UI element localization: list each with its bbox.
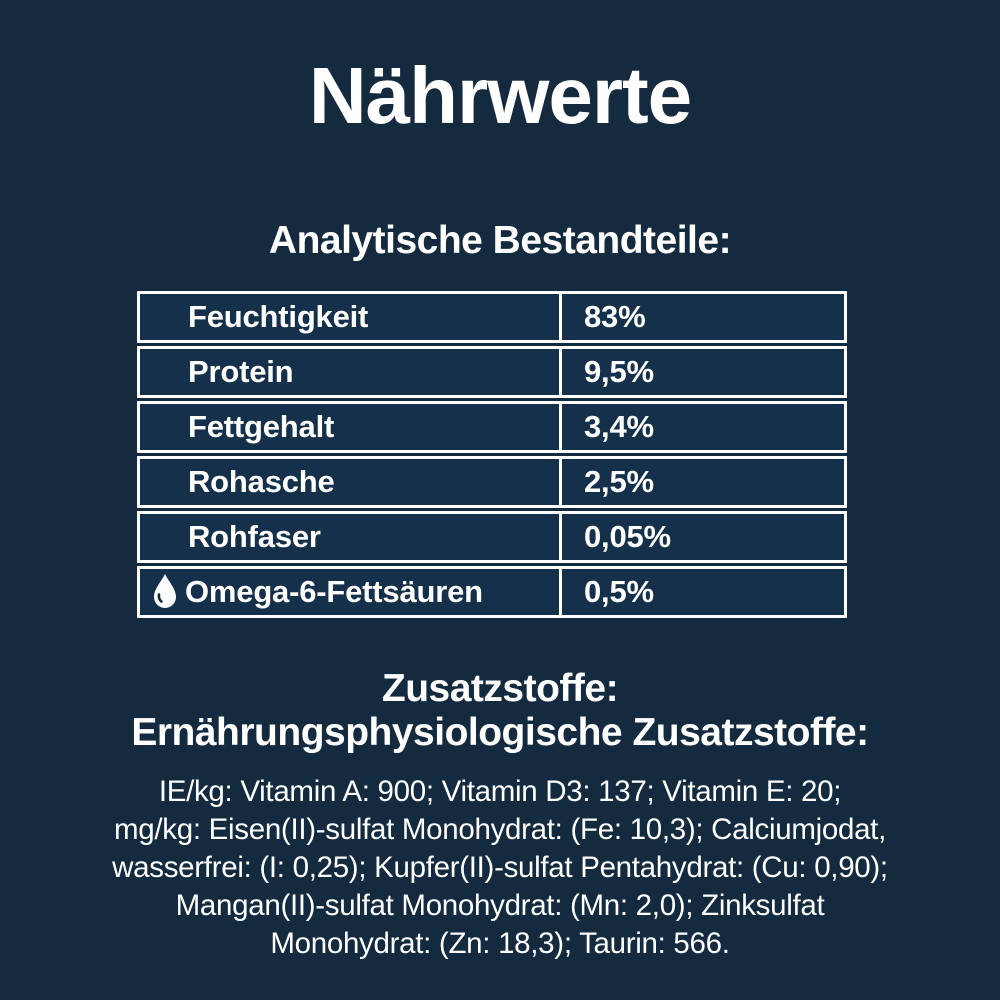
table-row: Rohasche 2,5% [137,456,847,508]
nutrient-label: Feuchtigkeit [140,294,562,340]
nutrient-label: Rohfaser [140,514,562,560]
nutrient-value: 83% [584,299,646,334]
nutrient-value: 9,5% [584,354,654,389]
additives-text-line: mg/kg: Eisen(II)-sulfat Monohydrat: (Fe:… [114,813,886,846]
table-row: Feuchtigkeit 83% [137,291,847,343]
additives-heading: Zusatzstoffe: [381,667,619,710]
table-row: Omega-6-Fettsäuren 0,5% [137,566,847,618]
nutrient-value: 0,5% [584,574,654,609]
droplet-icon [152,573,178,611]
additives-text: IE/kg: Vitamin A: 900; Vitamin D3: 137; … [0,773,1000,963]
additives-text-line: Mangan(II)-sulfat Monohydrat: (Mn: 2,0);… [175,889,825,922]
additives-text-line: wasserfrei: (I: 0,25); Kupfer(II)-sulfat… [112,851,888,884]
nutrient-label: Omega-6-Fettsäuren [140,569,562,615]
nutrition-table: Feuchtigkeit 83% Protein 9,5% Fettgehalt… [137,291,847,618]
page-title: Nährwerte [308,51,692,140]
table-row: Protein 9,5% [137,346,847,398]
nutrient-label: Rohasche [140,459,562,505]
nutrient-label-text: Omega-6-Fettsäuren [185,574,483,609]
analytical-heading: Analytische Bestandteile: [268,219,732,262]
nutrient-label: Protein [140,349,562,395]
table-row: Fettgehalt 3,4% [137,401,847,453]
additives-text-line: IE/kg: Vitamin A: 900; Vitamin D3: 137; … [158,775,842,808]
nutrient-label: Fettgehalt [140,404,562,450]
nutrient-value: 3,4% [584,409,654,444]
additives-text-line: Monohydrat: (Zn: 18,3); Taurin: 566. [270,927,730,960]
nutrient-value: 0,05% [584,519,671,554]
table-row: Rohfaser 0,05% [137,511,847,563]
additives-subheading: Ernährungsphysiologische Zusatzstoffe: [131,711,869,754]
nutrient-value: 2,5% [584,464,654,499]
